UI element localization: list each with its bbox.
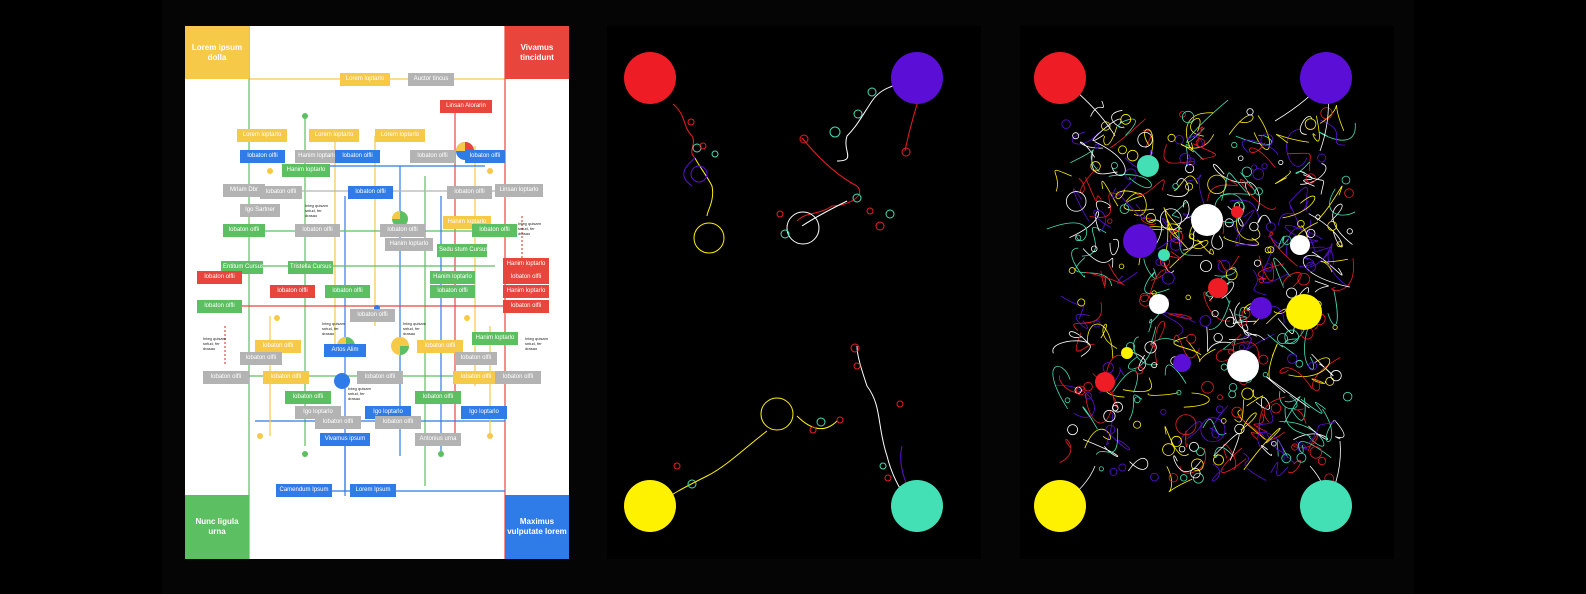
diagram-node: lobaton olfli — [260, 186, 302, 199]
corner-label-top-left: Lorem ipsum dolla — [185, 26, 249, 79]
diagram-node: lobaton olfli — [472, 224, 517, 237]
diagram-node: lobaton olfli — [455, 352, 497, 365]
annotation-note: Integ quisam sntud, fer drasao — [403, 321, 426, 336]
diagram-node: lobaton olfli — [197, 271, 242, 284]
diagram-node: Vivamus ipsum — [320, 433, 370, 446]
diagram-node: lobaton olfli — [263, 371, 309, 384]
purple-hub — [1300, 52, 1352, 104]
diagram-node: lobaton olfli — [503, 271, 549, 284]
diagram-node: Lorem loptarlo — [375, 129, 425, 142]
network-node — [1290, 235, 1310, 255]
diagram-node: lobaton olfli — [375, 416, 421, 429]
diagram-node: lobaton olfli — [415, 391, 461, 404]
diagram-node: Camendum Ipsum — [276, 484, 332, 497]
diagram-node: Linsan loptarlo — [495, 184, 543, 197]
teal-hub — [1300, 480, 1352, 532]
red-hub — [624, 52, 676, 104]
network-node — [1173, 354, 1191, 372]
diagram-node: Lorem loptarlo — [309, 129, 359, 142]
purple-hub — [891, 52, 943, 104]
diagram-node: lobaton olfli — [503, 300, 549, 313]
diagram-node: lobaton olfli — [453, 371, 499, 384]
diagram-node: lobaton olfli — [357, 371, 403, 384]
diagram-node: Hanim loptarlo — [503, 285, 549, 298]
diagram-node: lobaton olfli — [495, 371, 541, 384]
network-node — [1123, 224, 1157, 258]
diagram-node: lobaton olfli — [285, 391, 331, 404]
diagram-node: Hanim loptarlo — [282, 164, 330, 177]
network-node — [1149, 294, 1169, 314]
diagram-node: lobaton olfli — [465, 150, 505, 163]
network-node — [1227, 350, 1259, 382]
diagram-node: Entitum Cursus — [221, 261, 263, 274]
corner-label-top-right: Vivamus tincidunt — [505, 26, 569, 79]
network-node — [1286, 294, 1322, 330]
diagram-node: lobaton olfli — [447, 186, 492, 199]
diagram-node: Sedu stum Cursus — [437, 244, 487, 257]
diagram-node: lobaton olfli — [240, 150, 285, 163]
diagram-node: lobaton olfli — [410, 150, 455, 163]
network-node — [1191, 204, 1223, 236]
diagram-node: Linsan Alorarin — [440, 100, 492, 113]
diagram-node: Lorem Ipsum — [350, 484, 396, 497]
diagram-node: Hanim loptarlo — [385, 238, 433, 251]
diagram-node: Antonius urna — [415, 433, 461, 446]
diagram-node: lobaton olfli — [348, 186, 393, 199]
network-node — [1231, 206, 1243, 218]
dense-network — [1034, 52, 1356, 532]
annotation-note: Integ quisam sntud, fer drasao — [305, 203, 328, 218]
annotation-note: Integ quisam sntud, fer drasao — [322, 321, 345, 336]
annotation-note: Integ quisam sntud, fer drasao — [203, 336, 226, 351]
diagram-node: Auctor tincus — [408, 73, 454, 86]
diagram-node: Hanim loptarlo — [430, 271, 475, 284]
diagram-node: Igo Sartner — [240, 204, 280, 217]
network-node — [1250, 297, 1272, 319]
diagram-node: lobaton olfli — [335, 150, 380, 163]
flow-diagram-panel: Lorem ipsum dolla Vivamus tincidunt Nunc… — [185, 26, 569, 559]
diagram-node: lobaton olfli — [380, 224, 425, 237]
teal-hub — [891, 480, 943, 532]
diagram-node: lobaton olfli — [255, 340, 301, 353]
diagram-node: lobaton olfli — [240, 352, 282, 365]
diagram-node: lobaton olfli — [197, 300, 242, 313]
diagram-node: Igo loptarlo — [295, 406, 341, 419]
diagram-node: Hanim loptarlo — [472, 332, 518, 345]
annotation-note: Integ quisam sntud, fer drasao — [348, 386, 371, 401]
diagram-node: lobaton olfli — [223, 224, 265, 237]
network-node — [1121, 347, 1133, 359]
corner-label-bottom-left: Nunc ligula urna — [185, 495, 249, 559]
diagram-node: Hanim loptarlo — [503, 258, 549, 271]
diagram-node: Igo loptarlo — [365, 406, 411, 419]
annotation-note: Integ quisam sntud, fer drasao — [518, 221, 541, 236]
diagram-node: lobaton olfli — [430, 285, 475, 298]
red-hub — [1034, 52, 1086, 104]
dense-network-panel — [1020, 26, 1394, 559]
network-node — [1137, 155, 1159, 177]
diagram-node: lobaton olfli — [315, 416, 361, 429]
network-node — [1158, 249, 1170, 261]
corner-label-bottom-right: Maximus vulputate lorem — [505, 495, 569, 559]
diagram-node: lobaton olfli — [350, 309, 395, 322]
sparse-network-panel — [607, 26, 981, 559]
network-node — [1095, 372, 1115, 392]
yellow-hub — [1034, 480, 1086, 532]
network-node — [1208, 278, 1228, 298]
diagram-node: Artos Alim — [324, 344, 366, 357]
sparse-network — [624, 52, 943, 532]
diagram-node: lobaton olfli — [325, 285, 370, 298]
diagram-node: lobaton olfli — [270, 285, 315, 298]
diagram-node: Igo loptarlo — [461, 406, 507, 419]
diagram-node: Lorem loptarlo — [340, 73, 390, 86]
diagram-node: lobaton olfli — [295, 224, 340, 237]
diagram-node: Hanim loptarlo — [295, 150, 340, 163]
diagram-node: lobaton olfli — [417, 340, 463, 353]
diagram-node: Lorem loptarlo — [237, 129, 287, 142]
diagram-node: lobaton olfli — [203, 371, 249, 384]
annotation-note: Integ quisam sntud, fer drasao — [525, 336, 548, 351]
diagram-node: Tristella Cursus — [288, 261, 333, 274]
diagram-node: Mrlam Dbr — [223, 184, 265, 197]
yellow-hub — [624, 480, 676, 532]
